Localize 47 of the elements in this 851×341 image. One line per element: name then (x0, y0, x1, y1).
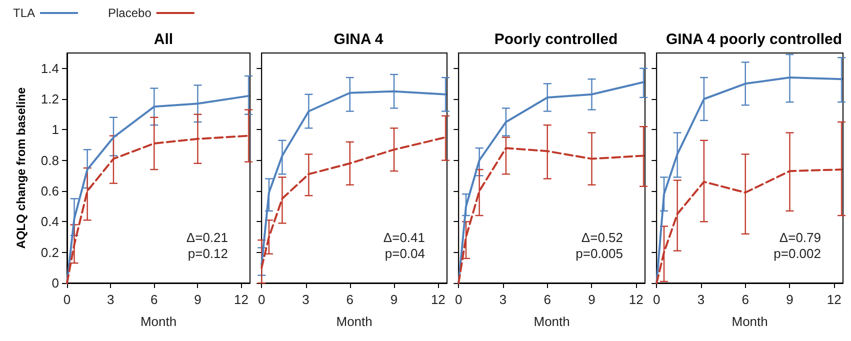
chart-title: All (154, 31, 174, 48)
y-tick-label: 1.4 (40, 60, 59, 76)
x-tick-label: 0 (455, 292, 462, 307)
x-axis-title: Month (534, 314, 570, 329)
legend-label: TLA (12, 6, 36, 20)
y-axis-title: AQLQ change from baseline (14, 86, 28, 249)
annotation: Δ=0.21 (186, 230, 228, 245)
x-tick-label: 12 (430, 292, 446, 307)
x-tick-label: 9 (390, 292, 398, 307)
x-tick-label: 6 (346, 292, 354, 307)
y-tick-label: 0 (52, 276, 59, 290)
chart-title: GINA 4 (334, 31, 384, 48)
annotation: p=0.04 (384, 246, 425, 261)
annotation: p=0.005 (576, 246, 624, 261)
chart-title: GINA 4 poorly controlled (666, 31, 842, 48)
x-tick-label: 9 (194, 292, 202, 307)
legend-label: Placebo (108, 6, 152, 20)
x-tick-label: 12 (234, 292, 249, 307)
y-tick-label: 0.4 (40, 214, 59, 230)
y-tick-label: 0.8 (40, 152, 59, 168)
x-tick-label: 0 (653, 292, 660, 307)
x-tick-label: 12 (826, 292, 842, 307)
x-tick-label: 0 (63, 292, 71, 307)
y-tick-label: 1.2 (40, 92, 59, 106)
y-tick-label: 0.2 (40, 244, 59, 260)
y-tick-label: 1 (52, 122, 59, 138)
x-tick-label: 3 (302, 292, 310, 307)
x-tick-label: 0 (258, 292, 266, 307)
x-axis-title: Month (732, 314, 768, 329)
x-tick-label: 6 (544, 292, 551, 307)
x-tick-label: 9 (786, 292, 794, 307)
annotation: Δ=0.79 (779, 230, 821, 245)
x-tick-label: 3 (106, 292, 114, 307)
chart-title: Poorly controlled (494, 31, 618, 48)
x-tick-label: 6 (150, 292, 158, 307)
x-tick-label: 12 (628, 292, 644, 307)
x-tick-label: 9 (588, 292, 596, 307)
x-axis-title: Month (140, 314, 177, 329)
x-tick-label: 3 (697, 292, 705, 307)
annotation: Δ=0.52 (581, 230, 623, 245)
x-tick-label: 6 (742, 292, 749, 307)
annotation: p=0.002 (774, 246, 822, 261)
x-axis-title: Month (336, 314, 372, 329)
x-tick-label: 3 (499, 292, 507, 307)
annotation: p=0.12 (188, 246, 228, 261)
annotation: Δ=0.41 (383, 230, 425, 245)
y-tick-label: 0.6 (40, 184, 59, 198)
